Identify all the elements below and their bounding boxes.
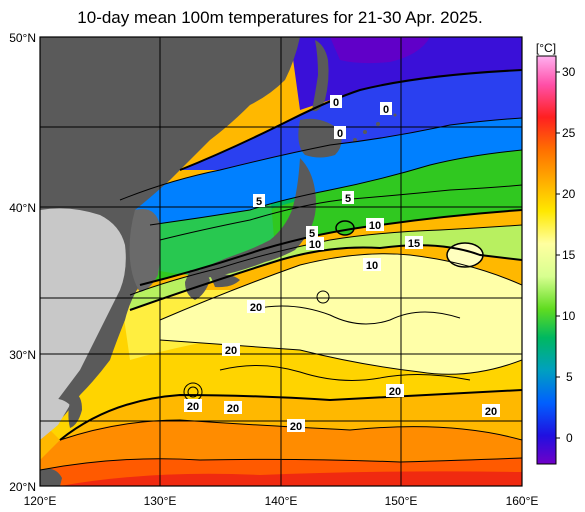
svg-text:20: 20 [290, 421, 302, 433]
svg-text:20: 20 [485, 406, 497, 418]
svg-text:5: 5 [309, 228, 315, 240]
contour-label: 20 [247, 300, 265, 314]
svg-text:5: 5 [256, 196, 262, 208]
svg-text:5: 5 [345, 193, 351, 205]
colorbar-tick: 30 [562, 65, 576, 79]
lon-label-140e: 140°E [265, 494, 298, 508]
lat-label-50n: 50°N [9, 31, 36, 45]
svg-text:10: 10 [369, 220, 381, 232]
contour-label: 10 [363, 258, 381, 272]
svg-text:15: 15 [408, 238, 420, 250]
svg-text:20: 20 [227, 403, 239, 415]
svg-text:0: 0 [333, 97, 339, 109]
contour-label: 15 [405, 236, 423, 250]
contour-label: 10 [366, 218, 384, 232]
lat-label-40n: 40°N [9, 201, 36, 215]
map-title: 10-day mean 100m temperatures for 21-30 … [77, 8, 483, 27]
contour-label: 5 [253, 194, 265, 208]
svg-text:0: 0 [337, 128, 343, 140]
lon-label-160e: 160°E [506, 494, 539, 508]
contour-label: 0 [330, 95, 342, 109]
colorbar-tick: 15 [562, 248, 576, 262]
svg-text:20: 20 [389, 386, 401, 398]
svg-text:20: 20 [250, 302, 262, 314]
lon-label-120e: 120°E [24, 494, 57, 508]
colorbar-tick: 5 [566, 370, 573, 384]
colorbar-tick: 25 [562, 126, 576, 140]
contour-label: 0 [334, 126, 346, 140]
contour-label: 5 [306, 226, 318, 240]
colorbar-tick: 0 [566, 431, 573, 445]
contour-label: 20 [482, 404, 500, 418]
colorbar-unit: [°C] [536, 41, 556, 55]
svg-text:20: 20 [225, 345, 237, 357]
contour-label: 0 [380, 102, 392, 116]
lon-label-130e: 130°E [144, 494, 177, 508]
lat-label-20n: 20°N [9, 480, 36, 494]
colorbar-tick: 10 [562, 309, 576, 323]
contour-label: 20 [287, 419, 305, 433]
contour-label: 20 [184, 399, 202, 413]
contour-label: 20 [222, 343, 240, 357]
lon-label-150e: 150°E [385, 494, 418, 508]
svg-text:10: 10 [366, 260, 378, 272]
svg-text:10: 10 [309, 239, 321, 251]
contour-label: 10 [306, 237, 324, 251]
colorbar-tick: 20 [562, 187, 576, 201]
contour-label: 20 [386, 384, 404, 398]
colorbar: [°C] 30 25 20 15 10 5 0 [536, 41, 576, 465]
map-border [39, 36, 523, 487]
svg-text:20: 20 [187, 401, 199, 413]
contour-label: 5 [342, 191, 354, 205]
lat-label-30n: 30°N [9, 348, 36, 362]
svg-text:0: 0 [383, 104, 389, 116]
contour-label: 20 [224, 401, 242, 415]
